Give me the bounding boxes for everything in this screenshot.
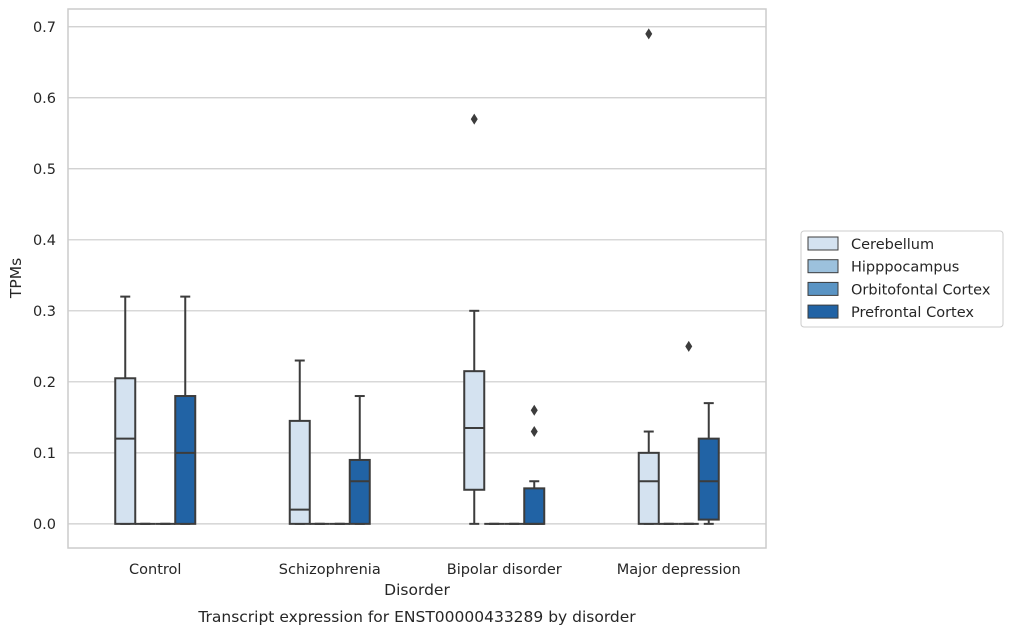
x-axis-label: Disorder [384,581,450,599]
box-iqr [174,395,197,525]
legend-label: Cerebellum [851,237,934,253]
y-tick-label: 0.3 [33,304,56,320]
x-tick-label: Bipolar disorder [447,562,562,578]
gridlines [68,26,766,525]
box-plot-marks [114,28,720,525]
x-tick-label: Schizophrenia [279,562,381,578]
legend-swatch [807,304,839,319]
box-iqr [114,377,137,525]
y-tick-label: 0.4 [33,233,56,249]
y-tick-label: 0.0 [33,517,56,533]
x-tick-label: Major depression [617,562,741,578]
legend-swatch [807,281,839,296]
outlier-point [645,28,653,40]
box-prefrontal-cortex [523,404,546,525]
legend-label: Prefrontal Cortex [851,305,974,321]
y-axis-ticks: 0.0 0.1 0.2 0.3 0.4 0.5 0.6 0.7 [33,20,56,533]
plot-frame [67,8,767,549]
box-iqr [348,458,371,525]
legend: Cerebellum Hipppocampus Orbitofontal Corte… [800,230,1004,328]
outlier-point [530,404,538,416]
box-iqr [637,451,660,525]
y-tick-label: 0.2 [33,375,56,391]
box-orbitofontal-cortex [678,340,699,525]
outlier-point [530,426,538,438]
legend-label: Hipppocampus [851,260,959,276]
outlier-point [685,340,693,352]
box-iqr [523,487,546,525]
y-axis-label: TPMs [7,258,25,299]
box-cerebellum [288,359,311,525]
chart-title: Transcript expression for ENST0000043328… [197,608,636,626]
box-iqr [288,419,311,525]
x-axis-ticks: Control Schizophrenia Bipolar disorder Majo… [129,562,741,578]
box-iqr [697,437,720,521]
y-tick-label: 0.5 [33,162,56,178]
y-tick-label: 0.7 [33,20,56,36]
y-tick-label: 0.6 [33,91,56,107]
outlier-point [470,113,478,125]
legend-swatch [807,259,839,274]
box-cerebellum [114,295,137,525]
y-tick-label: 0.1 [33,446,56,462]
legend-swatch [807,236,839,251]
box-cerebellum [637,28,660,525]
box-prefrontal-cortex [348,395,371,525]
box-prefrontal-cortex [174,295,197,525]
legend-frame [800,230,1004,328]
x-tick-label: Control [129,562,181,578]
box-prefrontal-cortex [697,402,720,525]
box-cerebellum [463,113,486,525]
legend-label: Orbitofontal Cortex [851,282,991,298]
box-iqr [463,370,486,491]
